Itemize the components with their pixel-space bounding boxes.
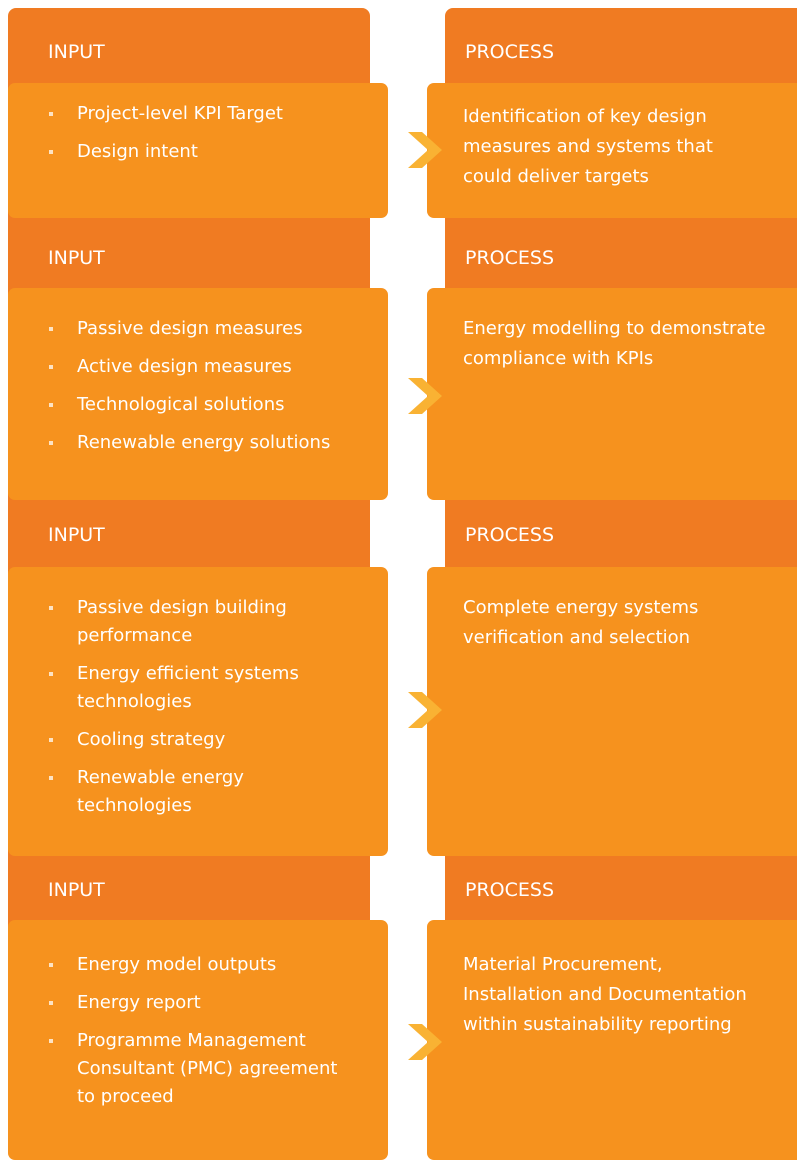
process-label: PROCESS xyxy=(465,524,555,546)
process-text: Material Procurement, xyxy=(463,954,663,975)
process-text: Identification of key design xyxy=(463,106,707,127)
arrow xyxy=(408,1024,442,1060)
input-item: Programme Management Consultant (PMC) ag… xyxy=(49,1027,347,1111)
process-text: compliance with KPIs xyxy=(463,348,654,369)
process-text: measures and systems that xyxy=(463,136,713,157)
input-label: INPUT xyxy=(48,247,105,269)
input-item: Cooling strategy xyxy=(49,726,347,754)
chevron xyxy=(408,1024,442,1060)
process-text: verification and selection xyxy=(463,627,691,648)
arrow xyxy=(408,132,442,168)
chevron xyxy=(408,692,442,728)
input-box: Passive design building performance Energ… xyxy=(8,567,388,856)
input-box: Passive design measures Active design mea… xyxy=(8,288,388,500)
process-box: Energy modelling to demonstrate complianc… xyxy=(427,288,797,500)
process-text: could deliver targets xyxy=(463,166,649,187)
input-item: Energy report xyxy=(49,989,347,1017)
process-label: PROCESS xyxy=(465,879,555,901)
chevron xyxy=(408,378,442,414)
input-list: Project-level KPI Target Design intent xyxy=(8,100,388,166)
input-item: Technological solutions xyxy=(49,391,347,419)
input-label: INPUT xyxy=(48,41,105,63)
input-item: Renewable energy technologies xyxy=(49,764,347,820)
process-text: within sustainability reporting xyxy=(463,1014,732,1035)
input-item: Passive design building performance xyxy=(49,594,347,650)
input-box: Energy model outputs Energy report Program… xyxy=(8,920,388,1160)
process-box: Complete energy systems verification and … xyxy=(427,567,797,856)
process-text: Energy modelling to demonstrate xyxy=(463,318,766,339)
process-box: Identification of key design measures and… xyxy=(427,83,797,218)
chevron xyxy=(408,132,442,168)
input-item: Active design measures xyxy=(49,353,347,381)
input-item: Project-level KPI Target xyxy=(49,100,347,128)
process-label: PROCESS xyxy=(465,41,555,63)
input-list: Energy model outputs Energy report Program… xyxy=(8,951,388,1111)
process-label: PROCESS xyxy=(465,247,555,269)
input-item: Energy efficient systems technologies xyxy=(49,660,347,716)
arrow xyxy=(408,692,442,728)
process-text: Installation and Documentation xyxy=(463,984,747,1005)
input-list: Passive design building performance Energ… xyxy=(8,594,388,820)
input-list: Passive design measures Active design mea… xyxy=(8,315,388,457)
input-label: INPUT xyxy=(48,524,105,546)
input-item: Passive design measures xyxy=(49,315,347,343)
arrow xyxy=(408,378,442,414)
input-item: Energy model outputs xyxy=(49,951,347,979)
input-item: Design intent xyxy=(49,138,347,166)
input-item: Renewable energy solutions xyxy=(49,429,347,457)
process-box: Material Procurement, Installation and Do… xyxy=(427,920,797,1160)
input-label: INPUT xyxy=(48,879,105,901)
input-box: Project-level KPI Target Design intent xyxy=(8,83,388,218)
process-text: Complete energy systems xyxy=(463,597,699,618)
